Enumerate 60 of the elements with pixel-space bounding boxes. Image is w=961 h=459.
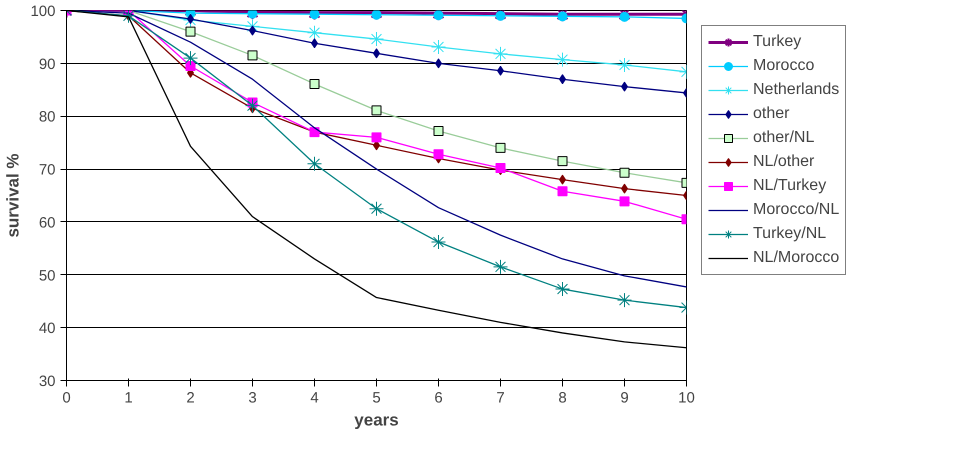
point bbox=[431, 39, 446, 54]
point bbox=[369, 201, 384, 216]
point bbox=[245, 98, 260, 114]
point bbox=[493, 259, 508, 274]
legend-label: Netherlands bbox=[753, 81, 840, 99]
point bbox=[617, 292, 632, 308]
point bbox=[620, 12, 630, 22]
point bbox=[186, 61, 196, 71]
point bbox=[434, 149, 444, 160]
point bbox=[620, 196, 630, 206]
x-tick-label: 3 bbox=[248, 390, 257, 406]
legend-label: other bbox=[753, 105, 790, 123]
y-tick-label: 50 bbox=[38, 267, 56, 284]
y-axis-title: survival % bbox=[3, 153, 22, 238]
point bbox=[558, 11, 568, 22]
point bbox=[183, 50, 198, 66]
point bbox=[555, 282, 570, 297]
legend-label: other/NL bbox=[753, 129, 814, 147]
point bbox=[307, 156, 322, 172]
point bbox=[245, 18, 260, 34]
x-axis-title: years bbox=[354, 410, 399, 430]
x-tick-label: 0 bbox=[62, 390, 71, 406]
x-tick-label: 6 bbox=[434, 390, 443, 406]
y-tick-label: 40 bbox=[38, 320, 56, 338]
legend-label: Turkey/NL bbox=[753, 225, 826, 243]
y-tick-label: 30 bbox=[38, 373, 56, 390]
y-tick-label: 60 bbox=[38, 214, 56, 232]
point bbox=[372, 132, 382, 142]
x-tick-label: 7 bbox=[496, 390, 505, 406]
x-tick-label: 4 bbox=[310, 390, 319, 406]
point bbox=[372, 10, 382, 20]
y-tick-label: 70 bbox=[38, 162, 56, 179]
legend-label: Turkey bbox=[753, 33, 802, 51]
point bbox=[121, 10, 136, 24]
x-tick-label: 1 bbox=[124, 390, 133, 406]
point bbox=[558, 186, 568, 196]
x-tick-label: 8 bbox=[558, 390, 567, 406]
legend-label: Morocco/NL bbox=[753, 201, 840, 219]
x-tick-label: 2 bbox=[186, 390, 195, 406]
point bbox=[369, 32, 384, 47]
point bbox=[310, 10, 320, 20]
point bbox=[493, 46, 508, 62]
point bbox=[183, 12, 198, 28]
legend-label: Morocco bbox=[753, 57, 814, 75]
point bbox=[555, 52, 570, 68]
x-tick-label: 10 bbox=[678, 390, 695, 406]
x-tick-label: 5 bbox=[372, 390, 381, 406]
legend-label: NL/Morocco bbox=[753, 249, 840, 267]
legend-label: NL/Turkey bbox=[753, 177, 826, 195]
legend-label: NL/other bbox=[753, 153, 814, 171]
x-tick-label: 9 bbox=[620, 390, 629, 406]
y-tick-label: 100 bbox=[30, 3, 56, 20]
y-tick-label: 80 bbox=[38, 108, 56, 126]
point bbox=[307, 25, 322, 40]
point bbox=[431, 234, 446, 250]
point bbox=[434, 10, 444, 20]
point bbox=[617, 57, 632, 72]
point bbox=[248, 10, 258, 19]
y-tick-label: 90 bbox=[38, 56, 56, 73]
point bbox=[496, 10, 506, 21]
